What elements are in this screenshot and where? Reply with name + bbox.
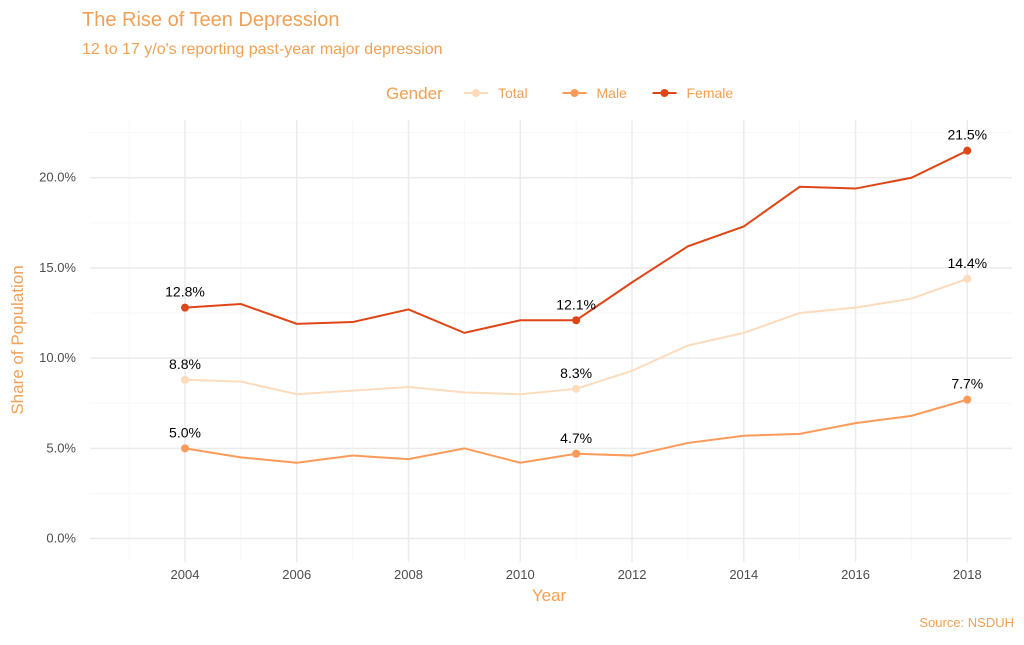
data-point-female: [180, 303, 189, 312]
data-label-total: 8.8%: [169, 356, 201, 372]
x-tick-label: 2010: [506, 567, 535, 582]
chart-title: The Rise of Teen Depression: [82, 9, 340, 31]
data-label-total: 8.3%: [560, 365, 592, 381]
data-label-female: 21.5%: [947, 127, 987, 143]
caption: Source: NSDUH: [919, 615, 1014, 630]
series-layer: 8.8% 8.3% 14.4% 5.0% 4.7% 7.7% 12.8% 12.1% 21.5%: [165, 127, 987, 464]
x-tick-label: 2016: [841, 567, 870, 582]
data-point-female: [572, 316, 581, 325]
x-tick-label: 2012: [618, 567, 647, 582]
y-tick-label: 10.0%: [39, 350, 76, 365]
legend: Gender Total Male Female: [386, 84, 733, 103]
legend-title: Gender: [386, 84, 443, 103]
grid: [90, 120, 1012, 562]
y-axis: 0.0% 5.0% 10.0% 15.0% 20.0%: [39, 170, 76, 546]
legend-label-total: Total: [498, 85, 528, 101]
data-point-male: [963, 395, 972, 404]
x-tick-label: 2018: [953, 567, 982, 582]
y-tick-label: 0.0%: [46, 531, 76, 546]
data-point-total: [180, 375, 189, 384]
data-label-male: 4.7%: [560, 430, 592, 446]
legend-marker-total: [472, 89, 480, 97]
data-label-female: 12.1%: [556, 296, 596, 312]
x-tick-label: 2004: [171, 567, 200, 582]
x-axis: 2004 2006 2008 2010 2012 2014 2016 2018: [171, 567, 982, 582]
x-tick-label: 2014: [729, 567, 758, 582]
data-point-total: [963, 274, 972, 283]
chart-subtitle: 12 to 17 y/o's reporting past-year major…: [82, 41, 443, 58]
legend-marker-male: [570, 89, 579, 97]
legend-label-male: Male: [597, 85, 628, 101]
data-point-total: [572, 384, 581, 393]
data-point-male: [572, 449, 581, 458]
legend-marker-female: [660, 89, 669, 97]
legend-label-female: Female: [687, 85, 734, 101]
data-point-male: [180, 444, 189, 453]
y-axis-label: Share of Population: [8, 265, 27, 414]
y-tick-label: 5.0%: [46, 440, 76, 455]
x-tick-label: 2006: [282, 567, 311, 582]
data-point-female: [963, 146, 972, 155]
y-tick-label: 20.0%: [39, 170, 76, 185]
data-label-female: 12.8%: [165, 284, 205, 300]
data-label-male: 7.7%: [951, 376, 983, 392]
x-tick-label: 2008: [394, 567, 423, 582]
data-label-total: 14.4%: [947, 255, 987, 271]
y-tick-label: 15.0%: [39, 260, 76, 275]
data-label-male: 5.0%: [169, 424, 201, 440]
x-axis-label: Year: [532, 586, 567, 605]
